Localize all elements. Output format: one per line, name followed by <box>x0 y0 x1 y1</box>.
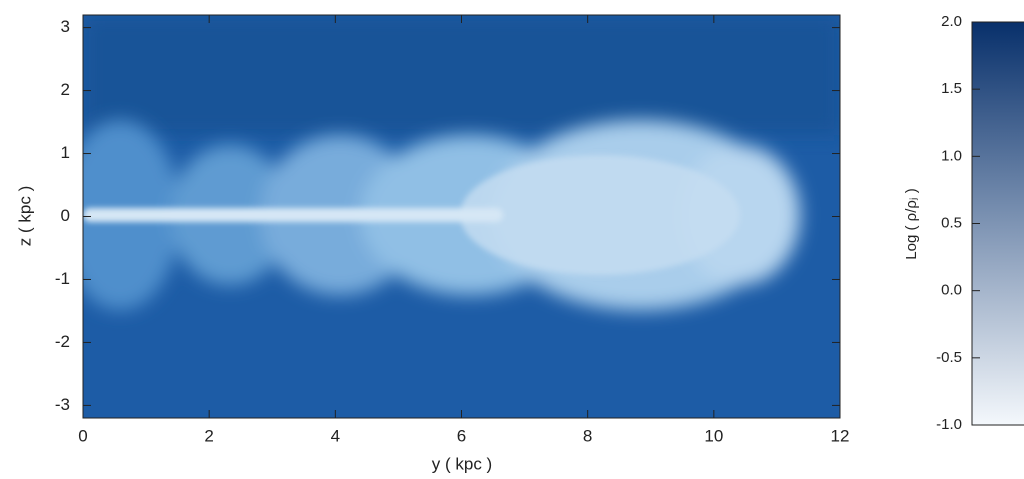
x-tick-label: 10 <box>704 426 723 445</box>
y-tick-label: -3 <box>55 395 70 414</box>
colorbar-tick-label: 1.5 <box>941 80 962 97</box>
y-tick-label: -1 <box>55 269 70 288</box>
y-axis-label: z ( kpc ) <box>15 186 34 246</box>
x-tick-label: 6 <box>457 426 466 445</box>
colorbar-tick-label: 0.5 <box>941 214 962 231</box>
colorbar <box>971 21 1024 426</box>
colorbar-tick-label: 2.0 <box>941 13 962 30</box>
x-tick-label: 0 <box>78 426 87 445</box>
colorbar-tick-label: 1.0 <box>941 147 962 164</box>
y-tick-label: 3 <box>61 17 70 36</box>
x-tick-label: 4 <box>331 426 340 445</box>
colorbar-label: Log ( ρ/ρⱼ ) <box>903 188 920 259</box>
colorbar-tick-label: -1.0 <box>936 416 962 433</box>
x-tick-label: 8 <box>583 426 592 445</box>
colorbar-tick-label: 0.0 <box>941 282 962 299</box>
x-tick-label: 12 <box>831 426 850 445</box>
y-tick-label: 1 <box>61 143 70 162</box>
y-tick-label: 2 <box>61 80 70 99</box>
y-tick-label: 0 <box>61 206 70 225</box>
x-axis-label: y ( kpc ) <box>432 454 492 473</box>
x-tick-label: 2 <box>204 426 213 445</box>
colorbar-tick-label: -0.5 <box>936 349 962 366</box>
y-tick-label: -2 <box>55 332 70 351</box>
density-map <box>83 15 840 418</box>
